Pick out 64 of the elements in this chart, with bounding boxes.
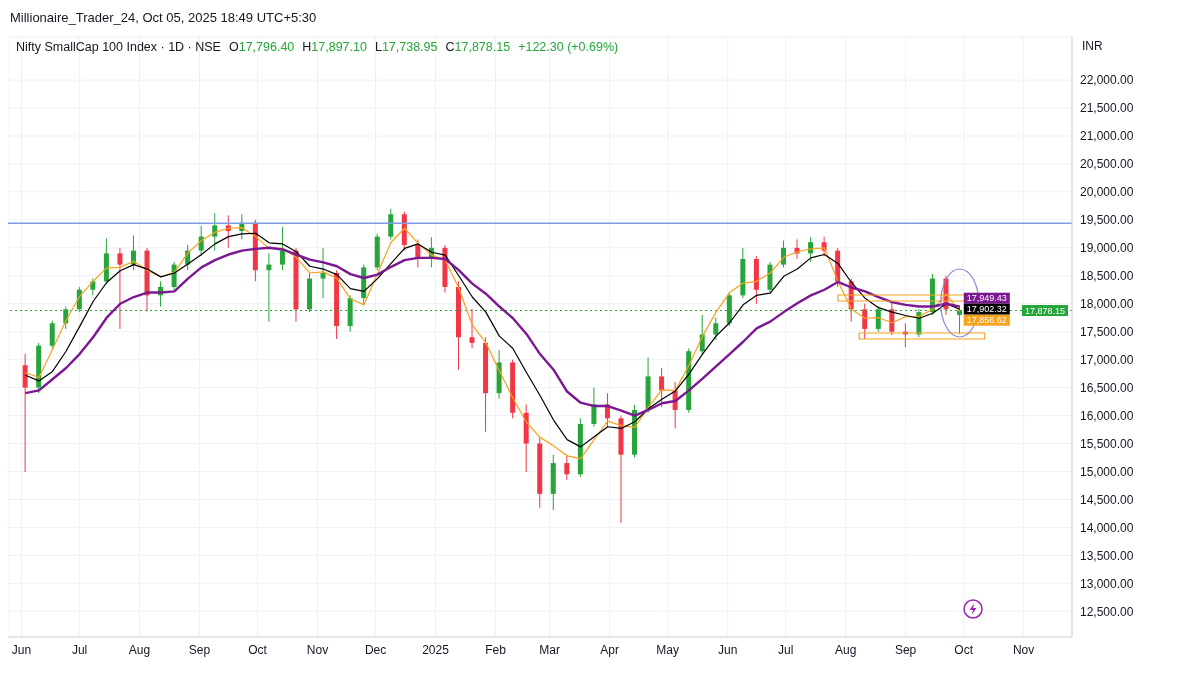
y-tick-label: 17,500.00 xyxy=(1080,324,1134,339)
x-tick-label: Oct xyxy=(248,642,268,657)
y-tick-label: 15,000.00 xyxy=(1080,464,1134,479)
candlestick xyxy=(659,367,665,408)
x-tick-label: Jul xyxy=(71,642,88,657)
x-tick-label: Nov xyxy=(1012,642,1035,657)
candlestick xyxy=(22,353,28,473)
x-tick-label: May xyxy=(656,642,680,657)
x-tick-label: Nov xyxy=(306,642,329,657)
y-tick-label: 21,500.00 xyxy=(1080,101,1134,116)
y-tick-label: 20,000.00 xyxy=(1080,185,1134,200)
candlestick xyxy=(212,212,218,252)
y-tick-label: 14,000.00 xyxy=(1080,520,1134,535)
candlestick xyxy=(279,226,285,271)
candlestick xyxy=(320,247,326,299)
x-tick-label: 2025 xyxy=(422,642,450,657)
x-tick-label: Sep xyxy=(188,642,211,657)
data-label: 17,856.62 xyxy=(966,315,1007,326)
candlestick xyxy=(564,454,570,481)
y-axis-title: INR xyxy=(1082,39,1103,53)
x-tick-label: Jun xyxy=(11,642,32,657)
annotation: H17,897.10 xyxy=(302,40,367,54)
x-tick-label: Aug xyxy=(128,642,151,657)
x-tick-label: Oct xyxy=(954,642,974,657)
y-tick-label: 18,500.00 xyxy=(1080,269,1134,284)
y-tick-label: 15,500.00 xyxy=(1080,436,1134,451)
y-tick-label: 16,000.00 xyxy=(1080,408,1134,423)
data-label: 17,902.32 xyxy=(966,304,1007,315)
chart-title: Nifty SmallCap 100 Index · 1D · NSE xyxy=(16,40,221,54)
y-tick-label: 12,500.00 xyxy=(1080,604,1134,619)
candlestick xyxy=(117,247,123,330)
x-tick-label: Mar xyxy=(539,642,561,657)
y-tick-label: 13,000.00 xyxy=(1080,576,1134,591)
x-tick-label: Feb xyxy=(485,642,507,657)
candlestick xyxy=(591,387,597,428)
data-label: 17,949.43 xyxy=(966,293,1007,304)
candlestick xyxy=(469,308,475,349)
text: Millionaire_Trader_24, Oct 05, 2025 18:49 UTC+5:30 xyxy=(10,10,317,25)
annotation: C17,878.15 xyxy=(445,40,511,54)
x-tick-label: Aug xyxy=(834,642,857,657)
y-tick-label: 21,000.00 xyxy=(1080,129,1134,144)
y-tick-label: 13,500.00 xyxy=(1080,548,1134,563)
y-tick-label: 22,000.00 xyxy=(1080,73,1134,88)
candlestick xyxy=(49,320,55,349)
y-tick-label: 17,000.00 xyxy=(1080,352,1134,367)
y-tick-label: 16,500.00 xyxy=(1080,380,1134,395)
x-tick-label: Jul xyxy=(778,642,794,657)
x-tick-label: Jun xyxy=(717,642,738,657)
annotation: +122.30 (+0.69%) xyxy=(518,40,619,54)
y-tick-label: 14,500.00 xyxy=(1080,492,1134,507)
x-tick-label: Dec xyxy=(364,642,387,657)
x-tick-label: Apr xyxy=(600,642,619,657)
y-tick-label: 19,000.00 xyxy=(1080,241,1134,256)
candlestick xyxy=(780,240,786,268)
ref-line-label: 17,878.15 xyxy=(1024,305,1066,316)
annotation: L17,738.95 xyxy=(374,40,438,54)
x-tick-label: Sep xyxy=(894,642,917,657)
annotation: O17,796.40 xyxy=(228,40,295,54)
y-tick-label: 20,500.00 xyxy=(1080,157,1134,172)
candlestick xyxy=(862,303,868,340)
y-tick-label: 18,000.00 xyxy=(1080,296,1134,311)
y-tick-label: 19,500.00 xyxy=(1080,213,1134,228)
candlestick xyxy=(388,208,394,240)
candlestick xyxy=(713,317,719,341)
